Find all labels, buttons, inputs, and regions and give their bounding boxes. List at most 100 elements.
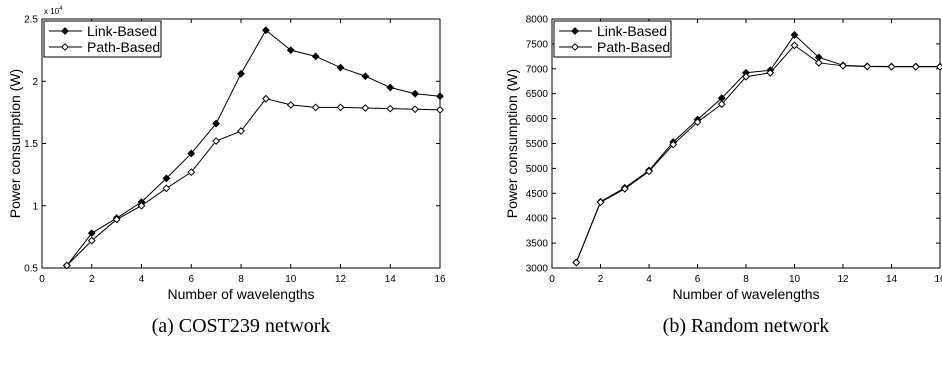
chart-b-y-tick-label: 4500 xyxy=(526,189,549,200)
chart-b-series-1-point xyxy=(717,100,726,109)
chart-b-y-tick-label: 7000 xyxy=(526,64,549,75)
chart-b-series-1-point xyxy=(645,167,653,176)
chart-a-series-1-point xyxy=(62,261,71,270)
chart-a-exponent-base: x 10 xyxy=(44,7,60,16)
chart-b-legend-marker-0 xyxy=(571,27,579,35)
chart-a-series-0-point xyxy=(261,26,270,35)
chart-b-legend-label-1: Path-Based xyxy=(597,39,670,55)
chart-b-x-tick-label: 0 xyxy=(549,274,555,285)
chart-b-y-tick-label: 4000 xyxy=(526,214,549,225)
chart-a-x-tick-label: 12 xyxy=(335,274,347,285)
chart-b-x-tick-label: 14 xyxy=(886,274,898,285)
chart-a-series-0-point xyxy=(162,174,171,183)
chart-b-y-tick-label: 3500 xyxy=(526,239,549,250)
chart-a-series-0-point xyxy=(311,52,320,61)
chart-a-series-1-point xyxy=(137,201,146,210)
chart-b-series-1-point xyxy=(936,62,942,71)
chart-b-series-1-point xyxy=(742,72,750,81)
chart-b-y-tick-label: 6500 xyxy=(526,89,549,100)
chart-a-series-1-point xyxy=(386,104,395,113)
chart-b-series-line-1 xyxy=(575,44,940,263)
chart-b-series-0-point xyxy=(790,31,799,39)
chart-b-y-tick-label: 6000 xyxy=(526,114,549,125)
chart-a-y-tick-label: 1 xyxy=(32,201,38,212)
chart-b-y-tick-label: 5000 xyxy=(526,164,549,175)
chart-b-y-tick-label: 5500 xyxy=(526,139,549,150)
chart-b-x-tick-label: 8 xyxy=(743,274,749,285)
chart-a-series-1-point xyxy=(411,105,420,114)
chart-b-series-1-point xyxy=(693,118,702,126)
chart-b-y-tick-label: 3000 xyxy=(526,264,549,275)
chart-a-exponent-label: x 104 xyxy=(44,6,63,16)
chart-b-series-1-point xyxy=(814,58,823,67)
chart-a-y-tick-label: 1.5 xyxy=(24,139,38,150)
chart-b-series-1-point xyxy=(911,62,920,71)
chart-b-x-tick-label: 16 xyxy=(934,274,942,285)
chart-b-series-1-point xyxy=(839,61,847,70)
chart-a-series-1-point xyxy=(87,236,96,245)
chart-a-caption: (a) COST239 network xyxy=(152,315,331,337)
chart-b-x-tick-label: 6 xyxy=(695,274,701,285)
chart-a-series-1-point xyxy=(436,105,444,114)
chart-b-legend-marker-1 xyxy=(571,43,579,51)
chart-a-series-1-point xyxy=(261,94,270,103)
chart-a-series-1-point xyxy=(336,103,345,112)
chart-b-x-tick-label: 2 xyxy=(598,274,604,285)
chart-b-x-tick-label: 12 xyxy=(837,274,849,285)
chart-b: 0 2 4 6 8 10 12 14 16 3000 3500 4000 4500 5000 5500 600… xyxy=(504,15,942,337)
chart-a-series-0-point xyxy=(212,119,221,128)
chart-a-y-tick-label: 2 xyxy=(32,77,38,88)
chart-b-series-1-point xyxy=(596,198,605,207)
chart-a-legend-label-1: Path-Based xyxy=(87,39,160,55)
chart-a-series-line-0 xyxy=(66,29,441,266)
chart-a-y-tick-label: 2.5 xyxy=(24,15,38,26)
chart-b-y-tick-label: 7500 xyxy=(526,39,549,50)
chart-a-x-tick-label: 6 xyxy=(188,274,194,285)
chart-a-x-tick-label: 4 xyxy=(139,274,145,285)
chart-b-y-axis-label: Power consumption (W) xyxy=(504,69,520,218)
chart-a-series-0-point xyxy=(237,69,245,78)
chart-a-x-tick-label: 14 xyxy=(385,274,397,285)
chart-a-exponent-power: 4 xyxy=(59,6,63,12)
chart-b-x-tick-label: 10 xyxy=(789,274,801,285)
chart-a-series-0-point xyxy=(87,229,96,238)
chart-a-series-0-point xyxy=(187,149,196,158)
chart-a-x-tick-label: 0 xyxy=(39,274,45,285)
chart-a-series-0-point xyxy=(336,63,345,72)
chart-a-series-0-point xyxy=(361,72,370,81)
chart-a-x-tick-label: 10 xyxy=(285,274,297,285)
chart-b-series-1-point xyxy=(790,41,799,50)
chart-b-legend xyxy=(553,20,672,58)
chart-a-series-1-point xyxy=(361,104,370,112)
chart-a-legend-marker-1 xyxy=(61,43,69,51)
chart-a-series-1-point xyxy=(187,168,196,177)
chart-a-x-tick-label: 2 xyxy=(89,274,95,285)
chart-b-series-1-point xyxy=(620,184,629,193)
chart-a-x-tick-label: 16 xyxy=(434,274,446,285)
chart-a-legend-label-0: Link-Based xyxy=(87,23,157,39)
chart-a-y-axis-label: Power consumption (W) xyxy=(7,69,23,218)
chart-a-series-0-point xyxy=(411,89,420,98)
chart-a-series-1-point xyxy=(237,127,245,135)
chart-b-caption: (b) Random network xyxy=(663,315,830,337)
chart-a-y-tick-label: 0.5 xyxy=(24,264,38,275)
chart-b-series-1-point xyxy=(669,140,678,149)
chart-a-series-1-point xyxy=(112,215,121,224)
chart-a-x-axis-label: Number of wavelengths xyxy=(167,286,314,302)
chart-a-series-1-point xyxy=(311,103,320,112)
chart-b-series-1-point xyxy=(766,68,775,77)
chart-b-series-1-point xyxy=(887,62,896,71)
chart-a-legend xyxy=(43,20,162,58)
chart-b-y-tick-label: 8000 xyxy=(526,15,549,26)
chart-b-series-1-point xyxy=(572,258,581,267)
chart-a-series-line-1 xyxy=(66,98,441,266)
chart-b-legend-label-0: Link-Based xyxy=(597,23,667,39)
chart-a-x-tick-label: 8 xyxy=(238,274,244,285)
chart-b-series-1-point xyxy=(863,62,872,71)
chart-a-series-0-point xyxy=(286,46,295,55)
chart-a-series-1-point xyxy=(212,137,221,145)
chart-a-series-0-point xyxy=(436,92,444,101)
chart-a-legend-marker-0 xyxy=(61,27,69,35)
